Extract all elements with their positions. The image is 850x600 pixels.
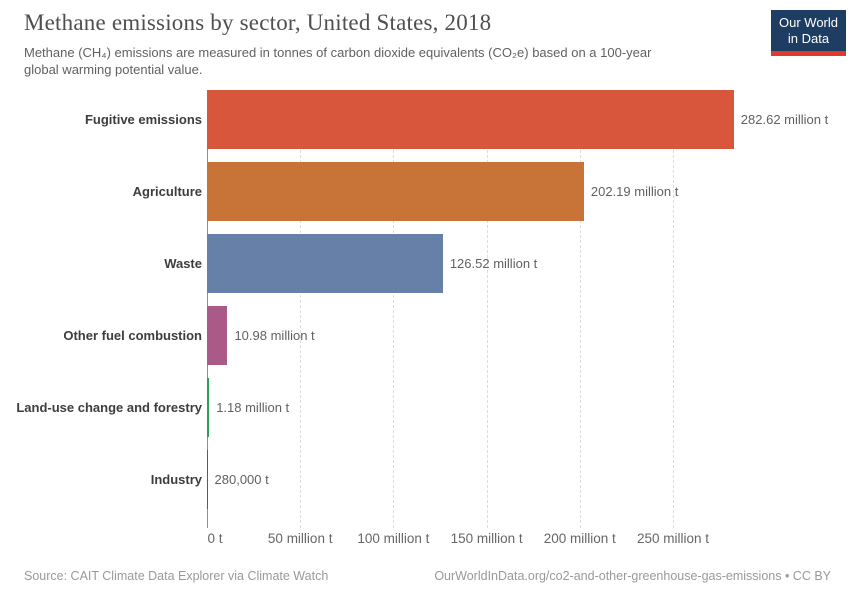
logo-line-2: in Data — [787, 30, 830, 46]
value-label: 126.52 million t — [449, 256, 538, 271]
x-axis: 0 t 50 million t 100 million t 150 million … — [207, 531, 850, 551]
category-label: Agriculture — [132, 184, 202, 199]
value-label: 10.98 million t — [234, 328, 315, 343]
bar[interactable] — [207, 234, 443, 293]
owid-logo[interactable]: Our World in Data — [771, 10, 846, 56]
subtitle-line-1: Methane (CH₄) emissions are measured in … — [24, 45, 652, 60]
row-plot: 10.98 million t — [207, 306, 850, 378]
chart-row: Land-use change and forestry 1.18 million… — [0, 378, 850, 450]
chart-row: Industry 280,000 t — [0, 450, 850, 522]
row-plot: 280,000 t — [207, 450, 850, 522]
bar[interactable] — [207, 378, 210, 437]
page-title: Methane emissions by sector, United Stat… — [24, 10, 492, 35]
x-tick-label: 200 million t — [543, 531, 616, 546]
x-tick-label: 150 million t — [450, 531, 523, 546]
x-tick-label: 50 million t — [267, 531, 333, 546]
row-plot: 282.62 million t — [207, 90, 850, 162]
bar[interactable] — [207, 306, 228, 365]
chart-row: Other fuel combustion 10.98 million t — [0, 306, 850, 378]
category-label: Land-use change and forestry — [16, 400, 202, 415]
attribution-link[interactable]: OurWorldInData.org/co2-and-other-greenho… — [434, 569, 831, 583]
subtitle-line-2: global warming potential value. — [24, 62, 203, 77]
chart-row: Agriculture 202.19 million t — [0, 162, 850, 234]
bar[interactable] — [207, 90, 734, 149]
bar[interactable] — [207, 450, 208, 509]
bar-chart: Fugitive emissions 282.62 million t Agricu… — [0, 90, 850, 528]
row-plot: 202.19 million t — [207, 162, 850, 234]
x-tick-label: 100 million t — [357, 531, 430, 546]
value-label: 202.19 million t — [590, 184, 679, 199]
category-label: Industry — [150, 472, 202, 487]
row-plot: 126.52 million t — [207, 234, 850, 306]
chart-row: Fugitive emissions 282.62 million t — [0, 90, 850, 162]
category-label: Waste — [164, 256, 202, 271]
value-label: 282.62 million t — [740, 112, 829, 127]
chart-rows: Fugitive emissions 282.62 million t Agricu… — [0, 90, 850, 522]
row-plot: 1.18 million t — [207, 378, 850, 450]
chart-row: Waste 126.52 million t — [0, 234, 850, 306]
x-tick-label: 250 million t — [636, 531, 710, 546]
value-label: 1.18 million t — [216, 400, 290, 415]
chart-subtitle: Methane (CH₄) emissions are measured in … — [24, 44, 651, 78]
value-label: 280,000 t — [214, 472, 269, 487]
x-tick-label: 0 t — [207, 531, 223, 546]
source-note: Source: CAIT Climate Data Explorer via C… — [24, 569, 329, 583]
category-label: Fugitive emissions — [84, 112, 202, 127]
category-label: Other fuel combustion — [63, 328, 202, 343]
logo-line-1: Our World — [779, 14, 838, 30]
chart-footer: Source: CAIT Climate Data Explorer via C… — [24, 569, 831, 583]
bar[interactable] — [207, 162, 584, 221]
